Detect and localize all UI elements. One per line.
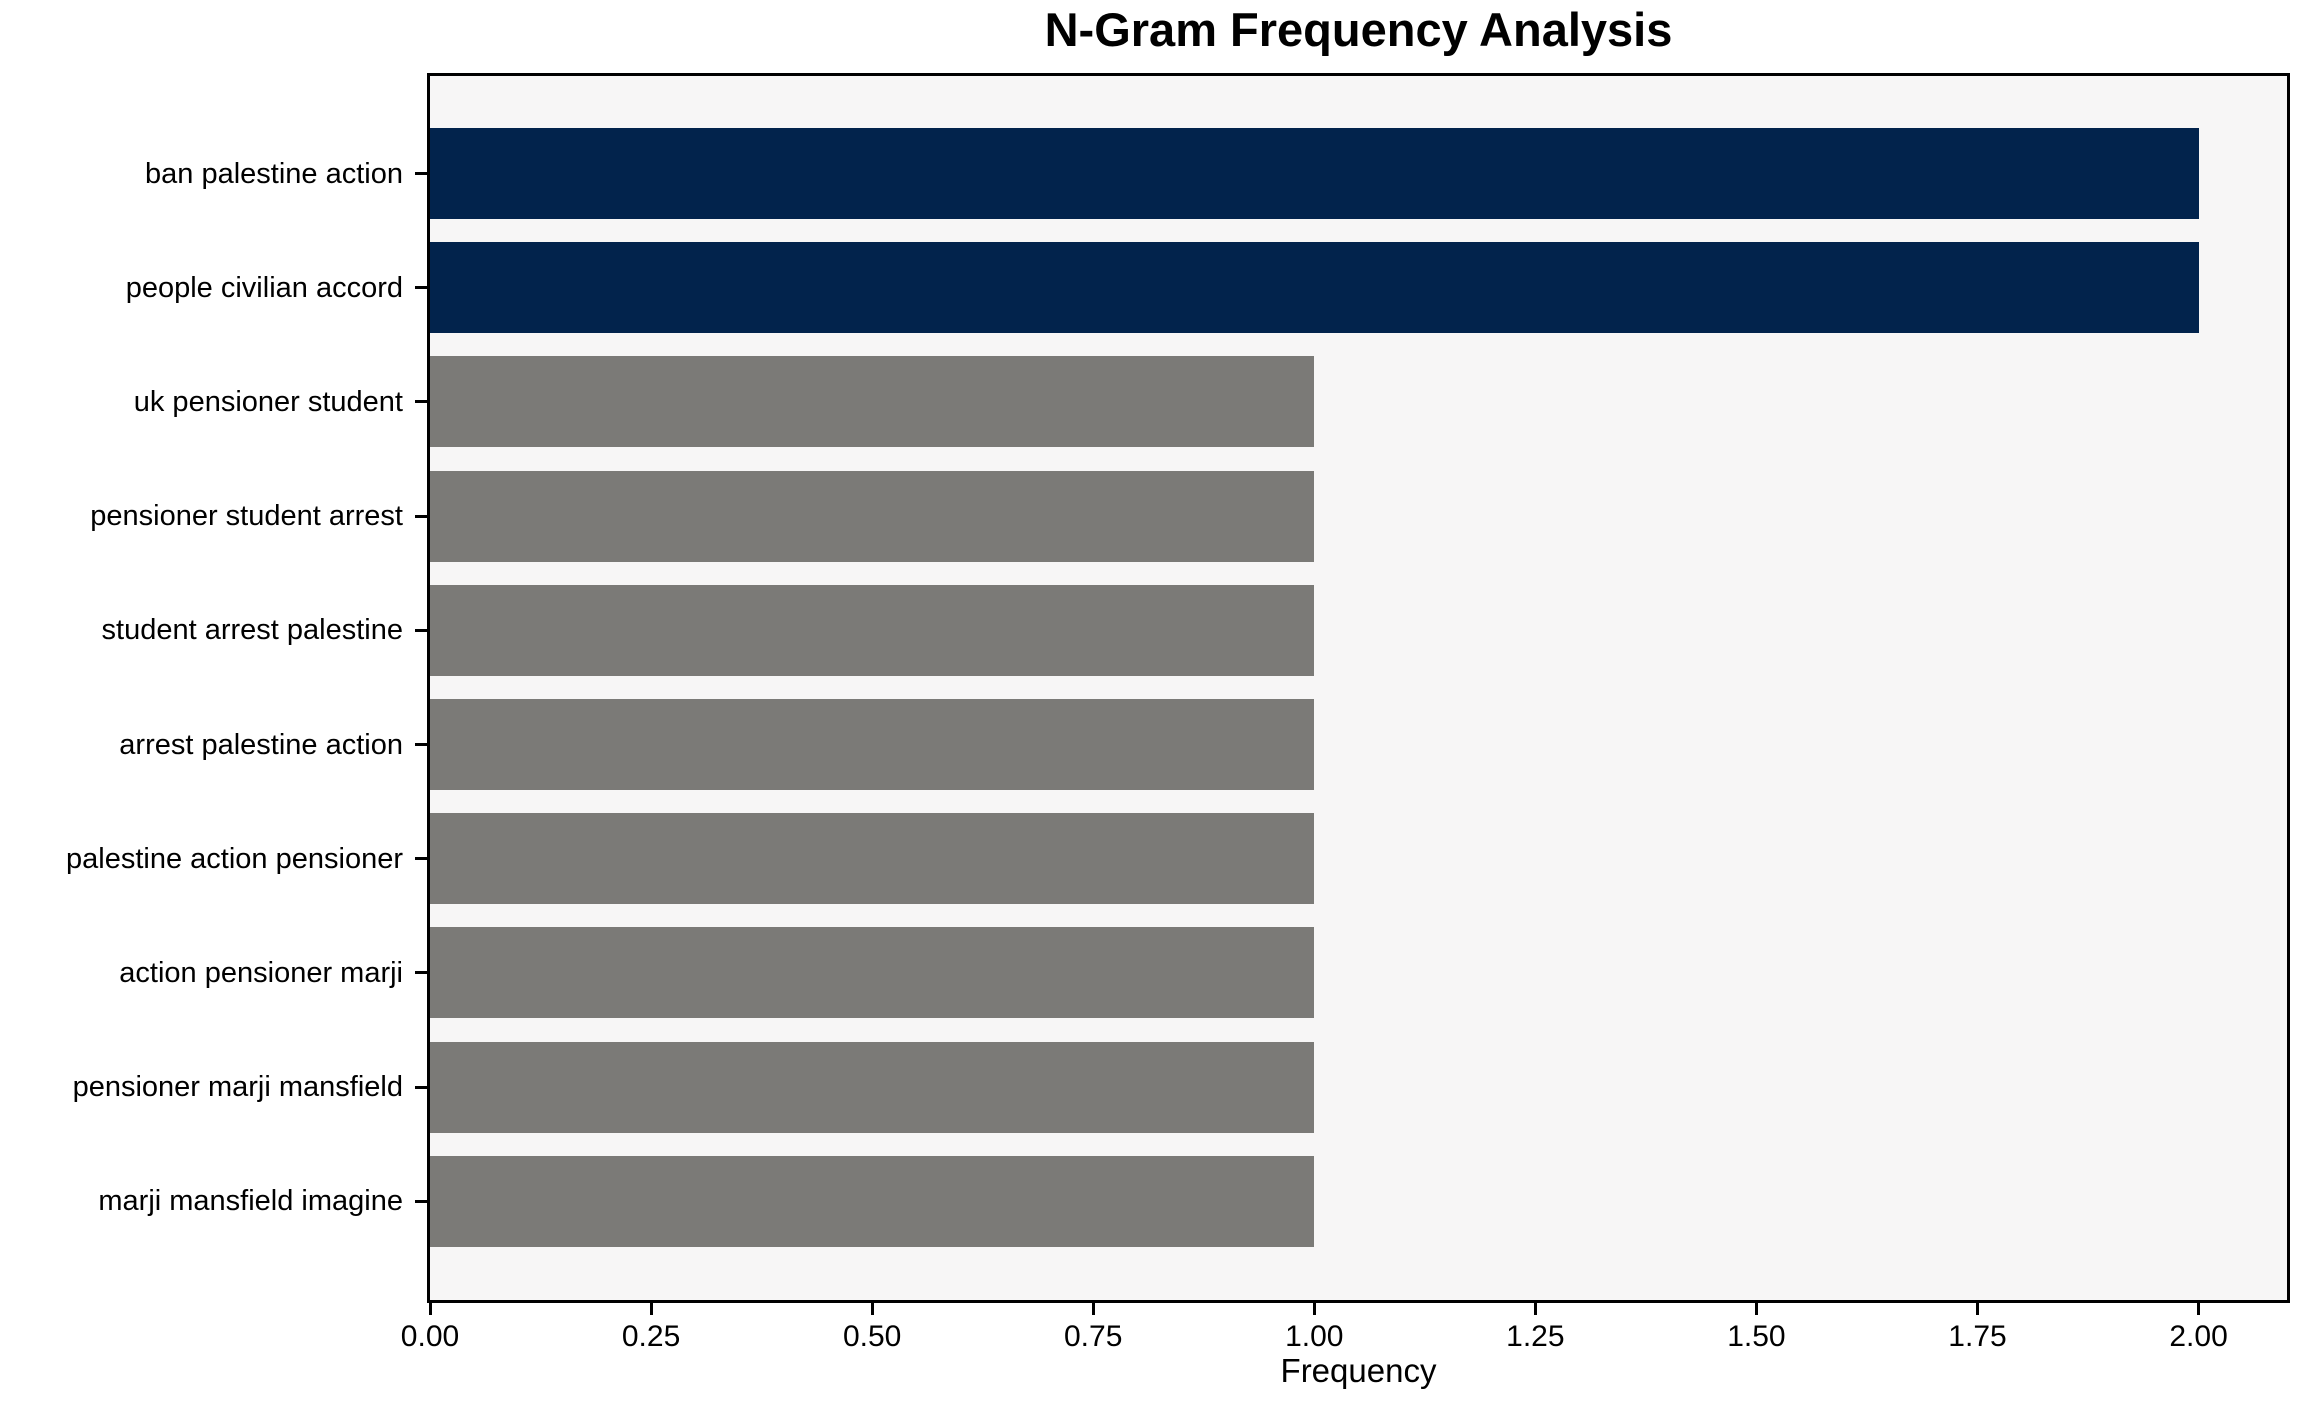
y-tick-label: uk pensioner student xyxy=(133,385,403,418)
y-tick-mark xyxy=(415,286,427,290)
x-tick-label: 1.50 xyxy=(1727,1320,1786,1353)
bar xyxy=(430,128,2199,219)
x-tick-mark xyxy=(2197,1303,2201,1315)
x-tick-mark xyxy=(1754,1303,1758,1315)
bar xyxy=(430,242,2199,334)
y-tick-label: pensioner student arrest xyxy=(90,500,403,533)
x-tick-label: 1.25 xyxy=(1506,1320,1565,1353)
y-tick-mark xyxy=(415,172,427,175)
y-tick-label: student arrest palestine xyxy=(101,614,403,647)
x-tick-label: 0.00 xyxy=(400,1320,460,1353)
x-tick-mark xyxy=(1312,1303,1316,1315)
y-tick-mark xyxy=(415,1085,427,1089)
bar xyxy=(430,1041,1315,1133)
y-tick-mark xyxy=(415,971,427,975)
y-tick-label: marji mansfield imagine xyxy=(98,1185,403,1218)
bar xyxy=(430,470,1315,562)
x-tick-label: 1.00 xyxy=(1285,1320,1344,1353)
bar xyxy=(430,356,1315,448)
y-tick-label: arrest palestine action xyxy=(119,728,403,761)
y-tick-label: people civilian accord xyxy=(125,271,403,304)
bar xyxy=(430,699,1315,790)
bar xyxy=(430,584,1315,676)
x-tick-label: 1.75 xyxy=(1948,1320,2007,1353)
x-tick-label: 0.25 xyxy=(621,1320,681,1353)
plot-area xyxy=(427,73,2290,1303)
y-tick-mark xyxy=(415,857,427,861)
bar xyxy=(430,813,1315,905)
x-tick-mark xyxy=(1091,1303,1095,1315)
y-tick-label: ban palestine action xyxy=(145,157,403,190)
bar xyxy=(430,927,1315,1019)
x-tick-mark xyxy=(870,1303,874,1315)
y-tick-mark xyxy=(415,628,427,632)
y-tick-label: pensioner marji mansfield xyxy=(72,1071,403,1104)
bar xyxy=(430,1155,1315,1247)
x-tick-mark xyxy=(1533,1303,1537,1315)
x-tick-label: 0.50 xyxy=(842,1320,902,1353)
y-tick-mark xyxy=(415,400,427,404)
y-tick-label: action pensioner marji xyxy=(119,956,403,989)
x-tick-mark xyxy=(1976,1303,1979,1315)
x-tick-mark xyxy=(428,1303,432,1315)
y-tick-label: palestine action pensioner xyxy=(66,842,403,875)
x-tick-mark xyxy=(649,1303,653,1315)
y-tick-mark xyxy=(415,743,427,746)
x-tick-label: 2.00 xyxy=(2169,1320,2228,1353)
x-tick-label: 0.75 xyxy=(1064,1320,1123,1353)
y-tick-mark xyxy=(415,1199,427,1203)
y-tick-mark xyxy=(415,514,427,518)
chart-title: N-Gram Frequency Analysis xyxy=(1044,3,1673,56)
x-axis-label: Frequency xyxy=(1280,1352,1437,1389)
